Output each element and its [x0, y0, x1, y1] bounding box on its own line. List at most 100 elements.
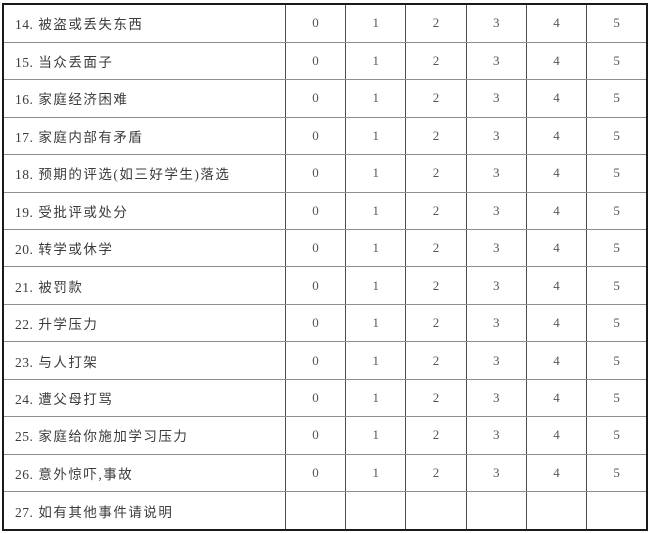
table-row: 19. 受批评或处分 0 1 2 3 4 5: [2, 191, 648, 231]
event-number: 19.: [15, 204, 34, 220]
table-row: 16. 家庭经济困难 0 1 2 3 4 5: [2, 79, 648, 118]
score-cell: [586, 491, 648, 531]
score-cell: 1: [345, 116, 407, 156]
event-label-cell: 22. 升学压力: [2, 303, 286, 343]
score-cell: 0: [284, 79, 347, 118]
event-label: 与人打架: [38, 354, 99, 370]
table-row: 24. 遭父母打骂 0 1 2 3 4 5: [2, 378, 648, 418]
score-cell: 2: [405, 3, 467, 43]
score-cell: 5: [586, 378, 648, 418]
score-cell: 2: [405, 154, 467, 193]
score-cell: 3: [465, 79, 527, 118]
score-cell: 5: [586, 453, 648, 493]
score-cell: 1: [345, 191, 407, 231]
score-cell: [405, 491, 467, 531]
score-cell: 2: [405, 191, 467, 231]
score-cell: [465, 491, 527, 531]
score-cell: 5: [586, 191, 648, 231]
event-number: 25.: [15, 429, 34, 445]
event-number: 15.: [15, 55, 34, 71]
event-label: 当众丢面子: [38, 55, 114, 71]
event-label: 家庭经济困难: [38, 92, 129, 108]
score-cell: 1: [345, 79, 407, 118]
score-cell: 2: [405, 378, 467, 418]
score-cell: 4: [525, 416, 588, 455]
event-number: 22.: [15, 317, 34, 333]
event-label: 转学或休学: [38, 242, 114, 258]
score-cell: 5: [586, 79, 648, 118]
score-cell: 1: [345, 453, 407, 493]
score-cell: 5: [586, 116, 648, 156]
score-cell: 5: [586, 3, 648, 43]
score-cell: 4: [525, 191, 588, 231]
score-cell: 0: [284, 453, 347, 493]
table-row: 26. 意外惊吓,事故 0 1 2 3 4 5: [2, 453, 648, 493]
score-cell: 2: [405, 41, 467, 81]
event-number: 26.: [15, 466, 34, 482]
life-events-table: 14. 被盗或丢失东西 0 1 2 3 4 5 15. 当众丢面子 0 1 2 3 4 5 16. 家庭经济困难 0…: [2, 3, 648, 531]
score-cell: 2: [405, 116, 467, 156]
event-label-cell: 18. 预期的评选(如三好学生)落选: [2, 154, 286, 193]
score-cell: 3: [465, 3, 527, 43]
event-number: 17.: [15, 129, 34, 145]
event-number: 20.: [15, 242, 34, 258]
score-cell: 0: [284, 341, 347, 380]
event-number: 18.: [15, 167, 34, 183]
score-cell: 4: [525, 453, 588, 493]
score-cell: 0: [284, 3, 347, 43]
score-cell: 3: [465, 453, 527, 493]
table-row: 20. 转学或休学 0 1 2 3 4 5: [2, 229, 648, 268]
score-cell: 4: [525, 79, 588, 118]
event-label: 被罚款: [38, 279, 84, 295]
table-row: 25. 家庭给你施加学习压力 0 1 2 3 4 5: [2, 416, 648, 455]
table-row: 17. 家庭内部有矛盾 0 1 2 3 4 5: [2, 116, 648, 156]
score-cell: 2: [405, 453, 467, 493]
score-cell: 5: [586, 341, 648, 380]
event-label: 预期的评选(如三好学生)落选: [38, 167, 231, 183]
score-cell: 3: [465, 116, 527, 156]
score-cell: 4: [525, 116, 588, 156]
event-label: 家庭内部有矛盾: [38, 129, 144, 145]
table-row: 27. 如有其他事件请说明: [2, 491, 648, 531]
score-cell: 1: [345, 378, 407, 418]
score-cell: 5: [586, 41, 648, 81]
score-cell: 1: [345, 303, 407, 343]
score-cell: 3: [465, 229, 527, 268]
table-body: 14. 被盗或丢失东西 0 1 2 3 4 5 15. 当众丢面子 0 1 2 3 4 5 16. 家庭经济困难 0…: [2, 3, 648, 531]
score-cell: 5: [586, 266, 648, 305]
score-cell: [345, 491, 407, 531]
score-cell: 1: [345, 266, 407, 305]
event-label: 意外惊吓,事故: [38, 466, 134, 482]
score-cell: [525, 491, 588, 531]
score-cell: [284, 491, 347, 531]
score-cell: 0: [284, 378, 347, 418]
score-cell: 2: [405, 229, 467, 268]
event-number: 27.: [15, 504, 34, 520]
score-cell: 5: [586, 416, 648, 455]
score-cell: 4: [525, 266, 588, 305]
score-cell: 2: [405, 79, 467, 118]
event-label-cell: 17. 家庭内部有矛盾: [2, 116, 286, 156]
event-number: 23.: [15, 354, 34, 370]
score-cell: 4: [525, 41, 588, 81]
table-row: 15. 当众丢面子 0 1 2 3 4 5: [2, 41, 648, 81]
event-label-cell: 20. 转学或休学: [2, 229, 286, 268]
score-cell: 4: [525, 3, 588, 43]
event-number: 24.: [15, 391, 34, 407]
score-cell: 3: [465, 378, 527, 418]
score-cell: 5: [586, 303, 648, 343]
score-cell: 2: [405, 341, 467, 380]
score-cell: 3: [465, 416, 527, 455]
event-number: 16.: [15, 92, 34, 108]
table-row: 23. 与人打架 0 1 2 3 4 5: [2, 341, 648, 380]
score-cell: 4: [525, 378, 588, 418]
event-label-cell: 21. 被罚款: [2, 266, 286, 305]
score-cell: 1: [345, 416, 407, 455]
score-cell: 0: [284, 41, 347, 81]
score-cell: 4: [525, 154, 588, 193]
event-label: 被盗或丢失东西: [38, 17, 144, 33]
score-cell: 1: [345, 3, 407, 43]
score-cell: 4: [525, 229, 588, 268]
table-row: 18. 预期的评选(如三好学生)落选 0 1 2 3 4 5: [2, 154, 648, 193]
